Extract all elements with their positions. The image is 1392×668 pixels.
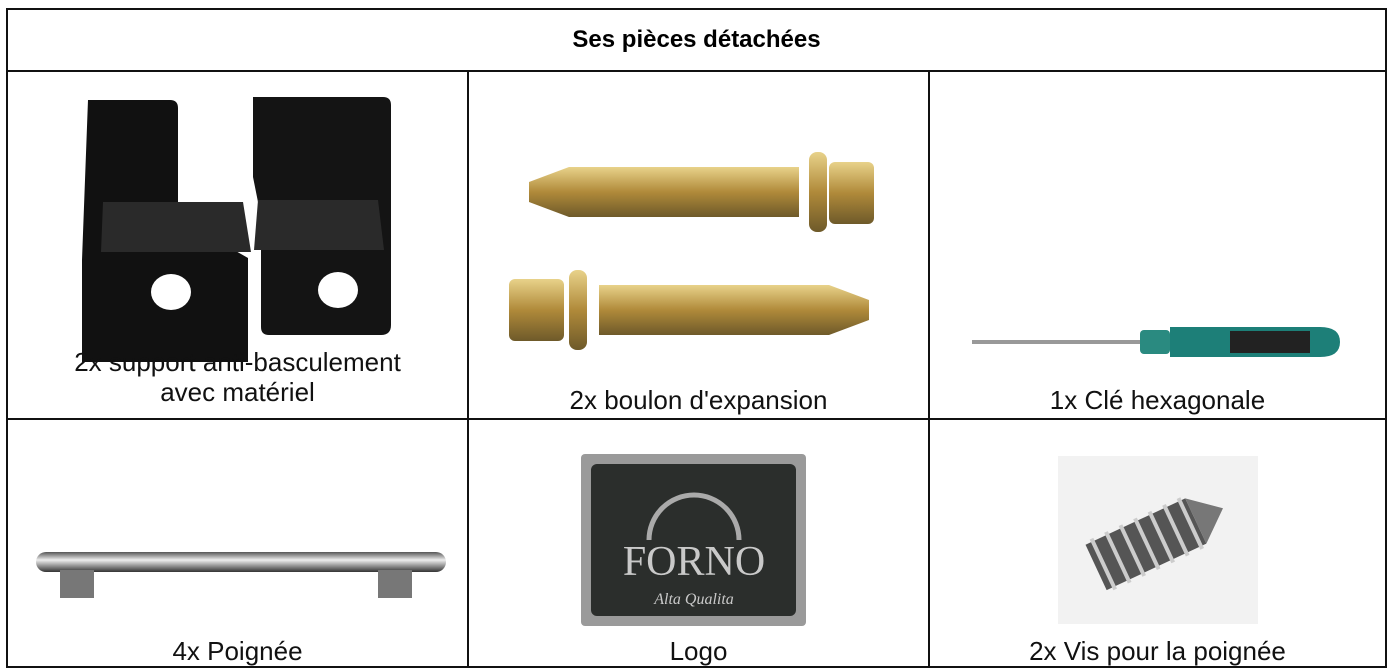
cell: FORNO Alta Qualita Logo [467,418,930,668]
logo-image: FORNO Alta Qualita [581,454,806,626]
bolts-image [509,152,874,350]
table-title: Ses pièces détachées [572,26,821,53]
caption: 1x Clé hexagonale [1049,385,1266,415]
caption: 4x Poignée [172,636,303,666]
hex-key-image [972,327,1340,357]
cell: 2x Vis pour la poignée [928,418,1387,668]
cell: 2x boulon d'expansion [467,70,930,420]
handle-image [36,552,446,598]
brackets-image [82,97,391,362]
caption: 2x Vis pour la poignée [1029,636,1286,666]
screw-image [1058,456,1258,624]
cell: 1x Clé hexagonale [928,70,1387,420]
caption: Logo [669,636,728,666]
cell: 2x support anti-basculement avec matérie… [6,70,469,420]
logo-tagline: Alta Qualita [653,591,734,608]
header-cell: Ses pièces détachées [6,8,1387,72]
cell: 4x Poignée [6,418,469,668]
caption: 2x support anti-basculement avec matérie… [74,347,401,407]
logo-brand: FORNO [623,539,765,585]
caption: 2x boulon d'expansion [569,385,828,415]
